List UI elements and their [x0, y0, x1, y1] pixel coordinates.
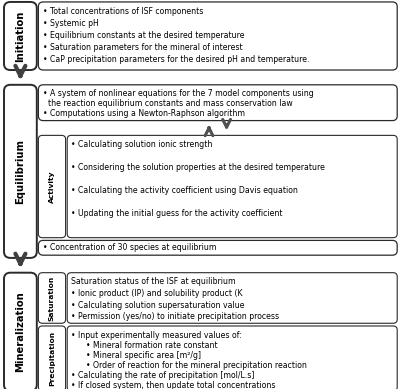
Text: • Computations using a Newton-Raphson algorithm: • Computations using a Newton-Raphson al…: [43, 109, 245, 118]
FancyBboxPatch shape: [67, 273, 397, 323]
FancyBboxPatch shape: [38, 273, 66, 323]
FancyBboxPatch shape: [38, 240, 397, 255]
Text: • Calculating the rate of precipitation [mol/L.s]: • Calculating the rate of precipitation …: [71, 371, 254, 380]
Text: • A system of nonlinear equations for the 7 model components using: • A system of nonlinear equations for th…: [43, 89, 314, 98]
FancyBboxPatch shape: [67, 135, 397, 238]
Text: • Saturation parameters for the mineral of interest: • Saturation parameters for the mineral …: [43, 43, 243, 53]
Text: • Updating the initial guess for the activity coefficient: • Updating the initial guess for the act…: [71, 209, 283, 218]
Text: • CaP precipitation parameters for the desired pH and temperature.: • CaP precipitation parameters for the d…: [43, 56, 310, 65]
Text: Saturation: Saturation: [49, 275, 55, 321]
FancyBboxPatch shape: [4, 273, 37, 389]
Text: • Concentration of 30 species at equilibrium: • Concentration of 30 species at equilib…: [43, 243, 217, 252]
Text: • Ionic product (IP) and solubility product (K: • Ionic product (IP) and solubility prod…: [71, 289, 243, 298]
Text: Mineralization: Mineralization: [15, 291, 26, 372]
Text: Precipitation: Precipitation: [49, 331, 55, 386]
Text: Saturation status of the ISF at equilibrium: Saturation status of the ISF at equilibr…: [71, 277, 236, 286]
FancyBboxPatch shape: [4, 2, 37, 70]
Text: • Total concentrations of ISF components: • Total concentrations of ISF components: [43, 7, 206, 16]
Text: • Permission (yes/no) to initiate precipitation process: • Permission (yes/no) to initiate precip…: [71, 312, 279, 321]
Text: • Mineral formation rate constant: • Mineral formation rate constant: [71, 341, 218, 350]
FancyBboxPatch shape: [38, 135, 66, 238]
Text: • Considering the solution properties at the desired temperature: • Considering the solution properties at…: [71, 163, 325, 172]
Text: the reaction equilibrium constants and mass conservation law: the reaction equilibrium constants and m…: [43, 99, 293, 109]
FancyBboxPatch shape: [38, 2, 397, 70]
Text: • If closed system, then update total concentrations: • If closed system, then update total co…: [71, 380, 276, 389]
Text: Equilibrium: Equilibrium: [15, 139, 26, 204]
Text: Activity: Activity: [49, 170, 55, 203]
Text: • Calculating solution supersaturation value: • Calculating solution supersaturation v…: [71, 301, 245, 310]
Text: • Calculating solution ionic strength: • Calculating solution ionic strength: [71, 140, 212, 149]
Text: • Equilibrium constants at the desired temperature: • Equilibrium constants at the desired t…: [43, 31, 245, 40]
Text: • Systemic pH: • Systemic pH: [43, 19, 99, 28]
FancyBboxPatch shape: [4, 85, 37, 258]
Text: • Mineral specific area [m²/g]: • Mineral specific area [m²/g]: [71, 350, 201, 359]
FancyBboxPatch shape: [67, 326, 397, 389]
Text: • Order of reaction for the mineral precipitation reaction: • Order of reaction for the mineral prec…: [71, 361, 307, 370]
FancyBboxPatch shape: [38, 326, 66, 389]
FancyBboxPatch shape: [38, 85, 397, 121]
Text: Initiation: Initiation: [15, 10, 26, 62]
Text: • Input experimentally measured values of:: • Input experimentally measured values o…: [71, 331, 242, 340]
Text: • Calculating the activity coefficient using Davis equation: • Calculating the activity coefficient u…: [71, 186, 298, 195]
